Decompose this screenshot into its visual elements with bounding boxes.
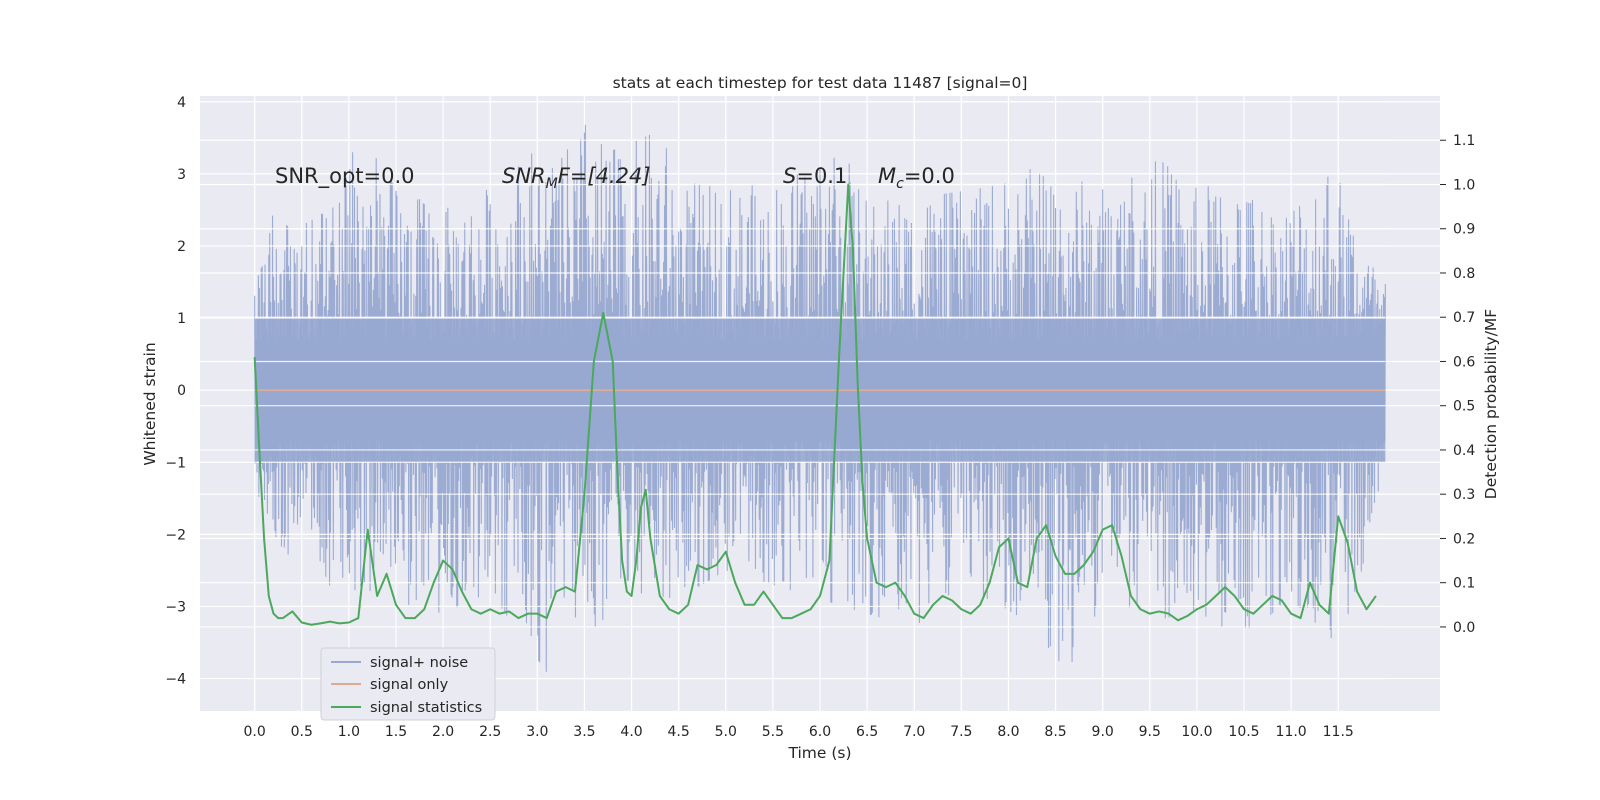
x-tick-label: 0.5 (291, 724, 313, 740)
y2-tick-label: 0.6 (1453, 354, 1475, 370)
x-tick-label: 9.5 (1139, 724, 1161, 740)
snr-mf-annotation: SNRMF=[4.24] (502, 164, 651, 192)
y2-tick-label: 0.5 (1453, 399, 1475, 415)
s-value: =0.1 (796, 164, 847, 188)
signal-statistics-line (253, 183, 1377, 626)
snr-opt-annotation: SNR_opt=0.0 (275, 164, 415, 189)
y2-tick-label: 0.8 (1453, 266, 1475, 282)
y2-tick-labels: 0.0 0.1 0.2 0.3 0.4 0.5 0.6 0.7 0.8 0.9 1.0 1.1 (1440, 133, 1475, 636)
x-tick-label: 5.5 (762, 724, 784, 740)
x-tick-label: 1.5 (385, 724, 407, 740)
y-tick-label: 4 (177, 95, 186, 111)
x-tick-label: 6.0 (809, 724, 831, 740)
y2-tick-label: 1.0 (1453, 177, 1475, 193)
y-tick-label: −3 (165, 599, 186, 615)
y-tick-label: 2 (177, 239, 186, 255)
snr-mf-rest-text: F=[4.24] (558, 164, 651, 188)
y-tick-label: 0 (177, 383, 186, 399)
x-tick-label: 2.5 (479, 724, 501, 740)
x-tick-label: 4.5 (668, 724, 690, 740)
y2-tick-label: 0.7 (1453, 310, 1475, 326)
x-tick-label: 4.0 (620, 724, 642, 740)
mc-value: =0.0 (904, 164, 955, 188)
y2-tick-label: 0.2 (1453, 531, 1475, 547)
x-tick-label: 8.5 (1044, 724, 1066, 740)
y-tick-label: 3 (177, 167, 186, 183)
mc-subscript: c (896, 176, 904, 192)
legend: signal+ noise signal only signal statist… (320, 647, 496, 721)
legend-label-signal-noise: signal+ noise (370, 655, 468, 671)
x-tick-label: 7.0 (903, 724, 925, 740)
s-annotation: S=0.1 (783, 164, 847, 188)
y-tick-labels: −4 −3 −2 −1 0 1 2 3 4 (165, 95, 186, 688)
y-tick-label: −4 (165, 672, 186, 688)
x-tick-label: 11.5 (1323, 724, 1354, 740)
signal-only-series (254, 101, 1386, 680)
y-axis-label: Whitened strain (141, 342, 159, 465)
x-tick-label: 1.0 (338, 724, 360, 740)
s-symbol: S (783, 164, 796, 188)
y-tick-label: −1 (165, 455, 186, 471)
x-tick-label: 3.5 (573, 724, 595, 740)
legend-label-signal-statistics: signal statistics (370, 700, 482, 716)
legend-box (320, 647, 496, 721)
snr-mf-main: SNR (502, 164, 546, 188)
snr-mf-rest: F=[4.24] (558, 164, 651, 188)
mc-symbol: M (878, 164, 896, 188)
y2-tick-label: 1.1 (1453, 133, 1475, 149)
x-tick-label: 5.0 (715, 724, 737, 740)
x-tick-labels: 0.0 0.5 1.0 1.5 2.0 2.5 3.0 3.5 4.0 4.5 5.0 5.5 6.0 6… (244, 724, 1354, 740)
x-tick-label: 9.0 (1092, 724, 1114, 740)
x-tick-label: 0.0 (244, 724, 266, 740)
x-tick-label: 2.0 (432, 724, 454, 740)
y-tick-label: 1 (177, 311, 186, 327)
legend-label-signal-only: signal only (370, 677, 449, 693)
mc-annotation: Mc=0.0 (878, 164, 955, 192)
y2-tick-label: 0.1 (1453, 576, 1475, 592)
x-tick-label: 6.5 (856, 724, 878, 740)
chart-title: stats at each timestep for test data 114… (613, 74, 1028, 92)
y2-tick-label: 0.0 (1453, 620, 1475, 636)
x-tick-label: 3.0 (526, 724, 548, 740)
y2-tick-label: 0.3 (1453, 487, 1475, 503)
snr-mf-subscript: M (546, 176, 558, 192)
y-tick-label: −2 (165, 527, 186, 543)
x-axis-label: Time (s) (787, 744, 851, 762)
y2-tick-label: 0.4 (1453, 443, 1475, 459)
x-tick-label: 11.0 (1276, 724, 1307, 740)
x-tick-label: 10.5 (1228, 724, 1259, 740)
x-tick-label: 8.0 (997, 724, 1019, 740)
x-tick-label: 10.0 (1181, 724, 1212, 740)
x-tick-label: 7.5 (950, 724, 972, 740)
y2-axis-label: Detection probability/MF (1482, 309, 1500, 500)
signal-statistics-series (253, 183, 1377, 626)
y2-tick-label: 0.9 (1453, 222, 1475, 238)
